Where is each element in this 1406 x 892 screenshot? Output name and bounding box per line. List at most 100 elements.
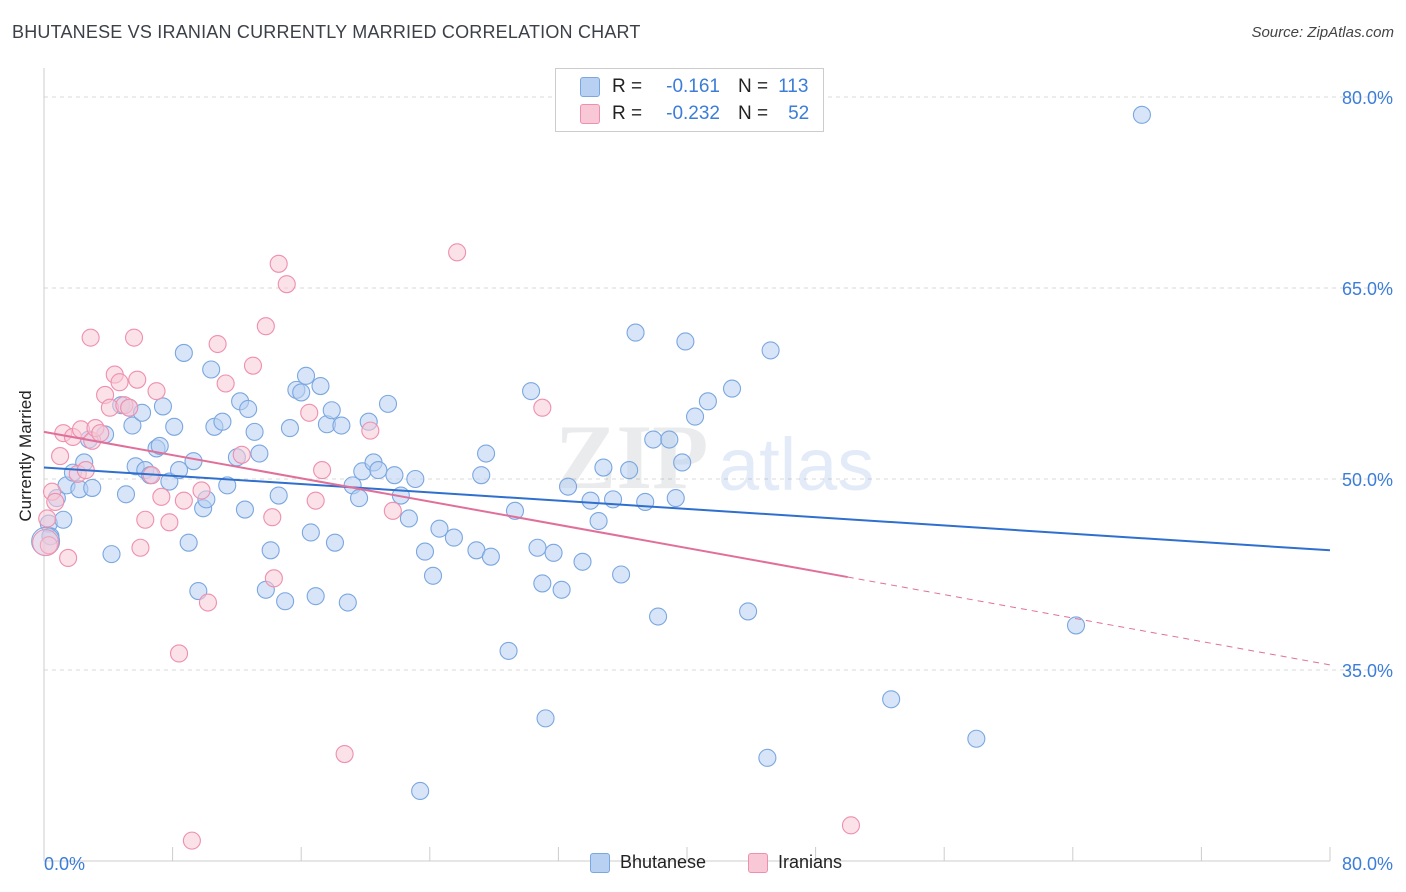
bhutanese-point (202, 360, 221, 379)
bhutanese-point (184, 452, 203, 471)
bhutanese-point (296, 366, 316, 385)
bhutanese-point (522, 382, 541, 401)
gridlines (44, 96, 1392, 671)
bhutanese-point (102, 545, 121, 564)
bhutanese-point (666, 489, 685, 508)
bhutanese-points (31, 105, 1151, 801)
iranians-point (361, 421, 380, 440)
iranians-point (169, 644, 189, 663)
iranians-point (131, 538, 150, 557)
correlation-legend: R = -0.161 N = 113 R = -0.232 N = 52 (555, 68, 824, 132)
iranians-point (232, 445, 251, 464)
bhutanese-point (594, 458, 613, 477)
bhutanese-point (967, 729, 986, 748)
chart-title: BHUTANESE VS IRANIAN CURRENTLY MARRIED C… (12, 22, 641, 42)
iranians-point (263, 508, 282, 527)
n-value: 113 (778, 76, 809, 97)
iranians-point (198, 593, 218, 612)
bhutanese-point (235, 500, 254, 519)
iranians-point (51, 447, 70, 466)
iranians-point (533, 398, 552, 417)
bhutanese-point (123, 416, 142, 435)
bhutanese-point (626, 323, 645, 342)
bhutanese-point (698, 392, 717, 411)
iranians-point (59, 548, 78, 567)
bottom-legend-iranians: Iranians (748, 852, 842, 873)
bhutanese-point (761, 341, 780, 360)
iranians-trend-line (43, 430, 848, 579)
bhutanese-point (261, 541, 280, 560)
bhutanese-point (499, 641, 518, 660)
bhutanese-point (589, 511, 608, 531)
bottom-legend-bhutanese: Bhutanese (590, 852, 706, 873)
bhutanese-point (218, 476, 237, 495)
bhutanese-point (54, 510, 73, 529)
bhutanese-point (399, 509, 418, 528)
bhutanese-point (269, 486, 288, 505)
iranians-point (216, 374, 235, 393)
bhutanese-point (882, 690, 901, 709)
iranians-point (152, 487, 171, 506)
bhutanese-point (150, 436, 169, 455)
bhutanese-point (676, 332, 695, 351)
iranians-point (448, 243, 467, 262)
bhutanese-point (174, 343, 193, 362)
bhutanese-point (276, 592, 295, 611)
bhutanese-point (739, 602, 758, 621)
bhutanese-point (430, 519, 449, 538)
watermark-atlas: atlas (718, 423, 874, 506)
iranians-point (256, 317, 275, 336)
iranians-point (46, 492, 65, 511)
bhutanese-swatch (580, 77, 600, 97)
iranians-points (32, 243, 861, 850)
iranians-point (124, 328, 144, 347)
iranians-point (91, 424, 110, 443)
y-tick-label: 50.0% (1342, 470, 1393, 490)
bhutanese-point (660, 430, 679, 449)
bhutanese-point (685, 407, 705, 426)
n-label: N = (738, 76, 769, 97)
bhutanese-point (411, 781, 430, 801)
bhutanese-point (322, 401, 341, 420)
bhutanese-point (477, 444, 496, 463)
bhutanese-point (673, 453, 692, 472)
bhutanese-point (116, 485, 136, 504)
bhutanese-point (612, 565, 631, 584)
iranians-point (269, 254, 288, 273)
bhutanese-point (528, 538, 547, 557)
bhutanese-point (472, 466, 491, 485)
legend-row-iranians: R = -0.232 N = 52 (580, 102, 809, 126)
bhutanese-point (306, 587, 325, 606)
iranians-point (120, 398, 139, 417)
iranians-point (39, 536, 58, 555)
iranians-point (306, 491, 325, 510)
bhutanese-point (544, 543, 563, 562)
bhutanese-point (179, 533, 198, 552)
y-tick-label: 80.0% (1342, 88, 1393, 108)
bhutanese-point (581, 491, 600, 510)
axes (43, 68, 1331, 862)
bhutanese-point (301, 523, 320, 542)
x-tick-label: 0.0% (44, 854, 85, 874)
bhutanese-point (505, 501, 525, 520)
r-label: R = (612, 103, 643, 124)
iranians-point (313, 461, 332, 480)
bhutanese-trend-line (43, 466, 1331, 552)
bhutanese-point (385, 466, 404, 485)
iranians-point (208, 334, 227, 354)
legend-row-bhutanese: R = -0.161 N = 113 (580, 75, 808, 99)
bhutanese-point (239, 399, 258, 419)
bhutanese-point (758, 748, 777, 767)
source-label: Source: ZipAtlas.com (1251, 24, 1394, 41)
n-value: 52 (788, 103, 810, 124)
bhutanese-point (649, 607, 668, 626)
bhutanese-point (369, 461, 388, 480)
iranians-point (335, 744, 354, 764)
bhutanese-point (644, 430, 663, 449)
tick-labels: 35.0% 50.0% 65.0% 80.0% 0.0% 80.0% (44, 88, 1393, 874)
iranians-point (264, 569, 283, 588)
iranians-point (182, 831, 201, 850)
bhutanese-label: Bhutanese (620, 852, 707, 872)
bhutanese-point (552, 580, 571, 599)
